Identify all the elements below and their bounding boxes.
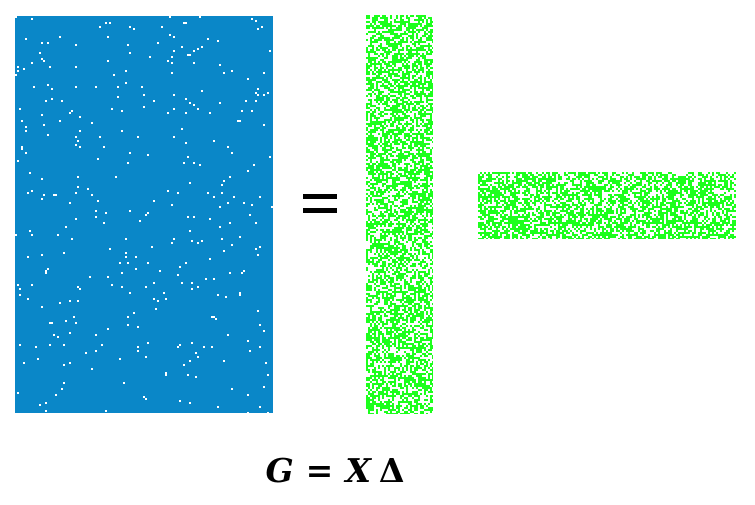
equation-equals: = — [305, 451, 334, 490]
equals-bar-bottom — [303, 208, 337, 213]
equation-factor-x: X — [345, 451, 371, 490]
equation-factor-delta: Δ — [378, 451, 405, 490]
matrix-g — [15, 16, 273, 413]
equation-caption: G = X Δ — [0, 446, 670, 496]
equals-bar-top — [303, 194, 337, 199]
matrix-delta — [478, 172, 736, 239]
equation-lhs: G — [265, 451, 294, 490]
equals-sign — [303, 190, 337, 218]
matrix-x — [366, 15, 433, 414]
